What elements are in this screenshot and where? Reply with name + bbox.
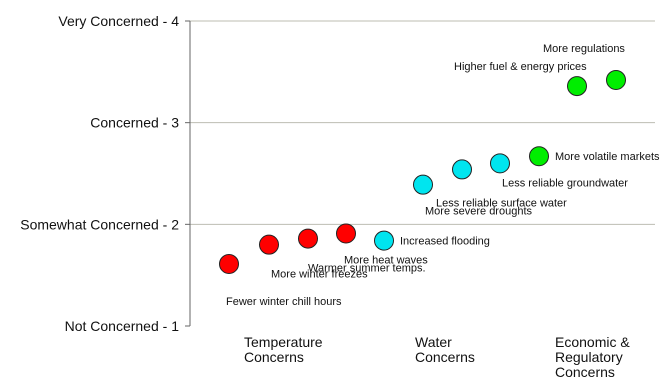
point-label: Increased flooding <box>400 236 490 248</box>
data-point <box>336 223 356 244</box>
point-label: Higher fuel & energy prices <box>454 61 587 73</box>
group-label: Temperature <box>244 334 323 350</box>
group-label: Economic & <box>555 334 630 350</box>
group-label: Concerns <box>555 364 615 380</box>
point-label: More volatile markets <box>555 151 660 163</box>
data-point <box>298 228 318 249</box>
data-point <box>490 153 510 174</box>
point-label: Fewer winter chill hours <box>226 296 342 308</box>
data-point <box>606 69 626 90</box>
point-label: Warmer summer temps. <box>308 263 426 275</box>
point-label: Less reliable surface water <box>436 197 567 209</box>
group-label: Regulatory <box>555 349 623 365</box>
y-tick-label: Somewhat Concerned - 2 <box>20 216 179 232</box>
data-point <box>219 253 239 274</box>
y-tick-label: Concerned - 3 <box>90 115 179 131</box>
point-label: More severe droughts <box>425 206 532 218</box>
y-tick-label: Very Concerned - 4 <box>58 13 179 29</box>
data-point <box>259 234 279 255</box>
point-label: More regulations <box>543 43 625 55</box>
data-point <box>529 146 549 167</box>
point-label: More heat waves <box>344 254 428 266</box>
data-point <box>452 159 472 180</box>
point-label: Less reliable groundwater <box>502 177 628 189</box>
data-point <box>567 76 587 97</box>
data-point <box>413 174 433 195</box>
group-label: Concerns <box>244 349 304 365</box>
group-label: Water <box>415 334 452 350</box>
y-tick-label: Not Concerned - 1 <box>65 318 180 334</box>
point-label: More winter freezes <box>271 269 368 281</box>
group-label: Concerns <box>415 349 475 365</box>
data-point <box>374 230 394 251</box>
